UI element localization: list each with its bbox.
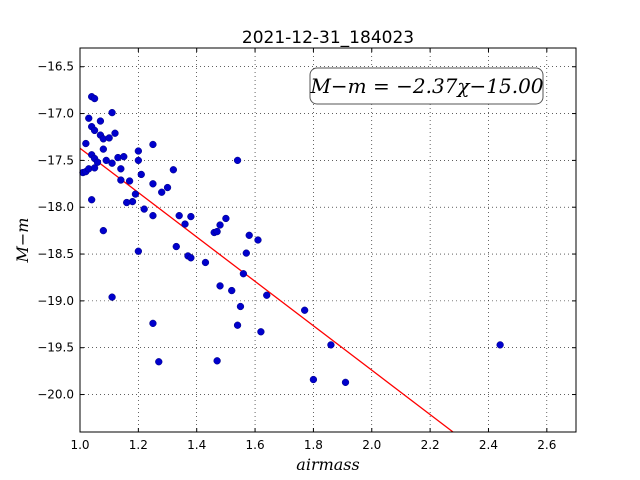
data-point (254, 236, 262, 244)
data-point (181, 220, 189, 228)
data-point (140, 205, 148, 213)
data-point (239, 270, 248, 278)
data-point (149, 180, 157, 188)
y-tick-label: −16.5 (37, 60, 74, 74)
data-point (233, 321, 242, 329)
data-point (96, 117, 105, 125)
ticks: 1.0 1.2 1.4 1.6 1.8 2.0 2.2 2.4 2.6 −16.5 −17.0 −17… (37, 48, 576, 452)
data-point (245, 231, 253, 239)
data-point (222, 214, 230, 223)
data-point (233, 156, 242, 165)
x-tick-label: 2.6 (537, 438, 556, 452)
x-tick-label: 2.4 (479, 438, 498, 452)
x-tick-label: 1.6 (246, 438, 265, 452)
data-point (149, 211, 157, 220)
data-point (163, 183, 172, 192)
x-tick-label: 1.4 (187, 438, 206, 452)
data-point (309, 375, 318, 384)
data-point (201, 258, 210, 267)
data-point (90, 94, 99, 103)
y-tick-label: −18.5 (37, 247, 74, 261)
x-tick-label: 1.8 (304, 438, 323, 452)
data-point (90, 126, 99, 135)
data-point (125, 177, 134, 185)
data-point (93, 158, 102, 166)
data-point (111, 129, 119, 137)
data-point (108, 108, 116, 117)
data-point (327, 341, 335, 349)
data-point (169, 166, 178, 174)
y-tick-label: −19.5 (37, 341, 74, 355)
data-point (155, 358, 163, 366)
data-point (216, 282, 224, 290)
data-point (108, 159, 116, 167)
data-point (99, 226, 107, 235)
plot-frame (79, 47, 577, 433)
points-layer (79, 93, 504, 387)
grid (79, 48, 576, 432)
data-point (228, 286, 236, 295)
y-tick-label: −19.0 (37, 294, 74, 308)
chart-title: 2021-12-31_184023 (242, 28, 414, 48)
y-tick-label: −18.0 (37, 200, 74, 214)
data-point (175, 211, 183, 220)
data-point (263, 291, 271, 299)
data-point (257, 328, 265, 336)
data-point (131, 190, 140, 198)
data-point (123, 198, 131, 207)
fit-line (79, 147, 454, 433)
data-point (158, 188, 166, 196)
data-point (105, 134, 113, 142)
data-point (102, 156, 110, 165)
data-point (117, 165, 125, 173)
data-point (341, 378, 350, 387)
data-point (213, 227, 221, 236)
data-point (137, 170, 145, 179)
data-point (108, 293, 116, 301)
data-point (216, 221, 224, 229)
data-point (187, 254, 195, 262)
data-point (82, 139, 90, 148)
data-point (242, 249, 250, 257)
fit-equation-box: M−m = −2.37χ−15.00 (309, 67, 544, 105)
data-point (90, 164, 99, 172)
data-point (213, 357, 221, 365)
data-point (149, 319, 157, 328)
data-point (117, 176, 125, 184)
y-tick-label: −17.5 (37, 153, 74, 167)
data-point (496, 341, 504, 349)
data-point (85, 114, 93, 122)
data-point (187, 212, 195, 221)
x-tick-label: 1.2 (129, 438, 148, 452)
data-point (134, 147, 143, 155)
x-tick-label: 2.0 (362, 438, 381, 452)
data-point (134, 247, 143, 255)
y-axis-label: M−m (13, 218, 32, 264)
data-point (134, 156, 143, 165)
data-point (149, 140, 157, 149)
fit-line-layer (79, 147, 454, 433)
data-point (88, 196, 96, 204)
annotation-box (309, 67, 544, 105)
fit-equation: M−m = −2.37χ−15.00 (309, 74, 543, 98)
y-tick-label: −20.0 (37, 388, 74, 402)
x-tick-label: 2.2 (421, 438, 440, 452)
x-tick-label: 1.0 (70, 438, 89, 452)
data-point (301, 306, 309, 314)
data-point (172, 242, 180, 251)
y-tick-label: −17.0 (37, 107, 74, 121)
data-point (120, 152, 128, 161)
data-point (236, 302, 245, 311)
x-axis-label: airmass (296, 455, 359, 474)
data-point (99, 145, 107, 153)
